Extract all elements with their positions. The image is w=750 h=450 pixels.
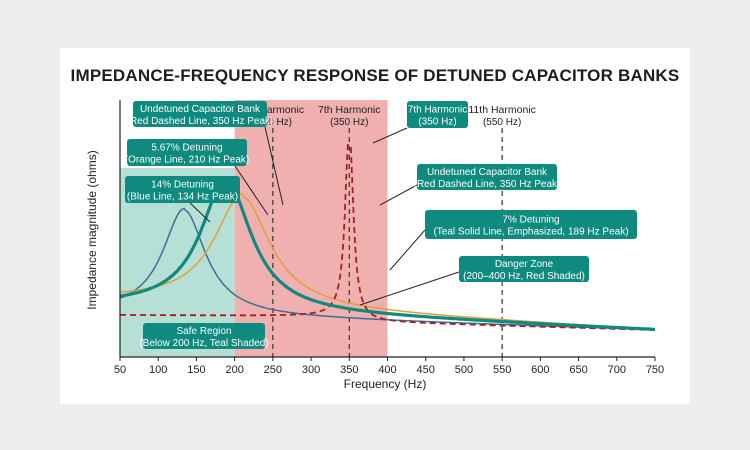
harmonic-sublabel-550: (550 Hz) xyxy=(483,117,521,128)
callout-text-safe-region-1: (Below 200 Hz, Teal Shaded) xyxy=(139,338,268,349)
callout-leader-detuning-14 xyxy=(189,202,211,223)
callout-leader-detuning-567 xyxy=(234,165,269,216)
callout-text-detuning-567-0: 5.67% Detuning xyxy=(151,143,222,154)
series-line-teal xyxy=(119,176,655,331)
callout-text-detuning-567-1: (Orange Line, 210 Hz Peak) xyxy=(125,155,250,166)
callout-text-undetuned-right-0: Undetuned Capacitor Bank xyxy=(427,167,548,178)
x-tick-label-300: 300 xyxy=(302,364,320,376)
callout-text-seventh-box-1: (350 Hz) xyxy=(418,117,456,128)
callout-box-detuning-567 xyxy=(127,139,247,166)
callout-box-detuning-7 xyxy=(425,210,637,239)
harmonic-sublabel-350: (350 Hz) xyxy=(330,117,368,128)
x-tick-label-750: 750 xyxy=(646,364,664,376)
callout-text-detuning-14-0: 14% Detuning xyxy=(151,180,214,191)
x-tick-label-400: 400 xyxy=(378,364,396,376)
x-tick-label-500: 500 xyxy=(455,364,473,376)
callout-leader-undetuned-top xyxy=(264,126,284,206)
x-tick-label-600: 600 xyxy=(531,364,549,376)
y-axis-label: Impedance magnitude (ohms) xyxy=(85,150,99,309)
callout-box-danger-zone xyxy=(459,256,589,282)
x-tick-label-550: 550 xyxy=(493,364,511,376)
x-tick-label-50: 50 xyxy=(114,364,126,376)
x-axis-label: Frequency (Hz) xyxy=(344,377,427,391)
x-tick-label-350: 350 xyxy=(340,364,358,376)
callout-box-undetuned-right xyxy=(417,164,557,190)
callout-box-seventh-box xyxy=(407,101,468,128)
callout-text-danger-zone-0: Danger Zone xyxy=(495,259,554,270)
callout-leader-undetuned-right xyxy=(379,184,418,206)
callout-text-detuning-14-1: (Blue Line, 134 Hz Peak) xyxy=(127,192,238,203)
callout-text-undetuned-top-0: Undetuned Capacitor Bank xyxy=(140,104,261,115)
callout-text-seventh-box-0: 7th Harmonic xyxy=(408,105,467,116)
callout-box-undetuned-top xyxy=(133,101,267,127)
x-tick-label-650: 650 xyxy=(569,364,587,376)
callout-text-safe-region-0: Safe Region xyxy=(176,326,231,337)
callout-text-detuning-7-0: 7% Detuning xyxy=(502,215,559,226)
x-tick-label-100: 100 xyxy=(149,364,167,376)
harmonic-label-350: 7th Harmonic xyxy=(318,104,380,116)
chart-title: IMPEDANCE-FREQUENCY RESPONSE OF DETUNED … xyxy=(70,66,680,85)
callout-text-danger-zone-1: (200–400 Hz, Red Shaded) xyxy=(463,271,585,282)
x-tick-label-450: 450 xyxy=(417,364,435,376)
callout-box-detuning-14 xyxy=(125,176,240,203)
harmonic-label-550: 11th Harmonic xyxy=(468,104,536,116)
harmonic-sublabel-250: (250 Hz) xyxy=(254,117,292,128)
callout-leader-detuning-7 xyxy=(389,229,426,271)
callout-text-undetuned-top-1: (Red Dashed Line, 350 Hz Peak) xyxy=(127,116,274,127)
callout-text-detuning-7-1: (Teal Solid Line, Emphasized, 189 Hz Pea… xyxy=(433,227,628,238)
callout-text-undetuned-right-1: (Red Dashed Line, 350 Hz Peak) xyxy=(414,179,561,190)
x-tick-label-150: 150 xyxy=(187,364,205,376)
callout-leader-seventh-box xyxy=(372,127,408,144)
x-tick-label-250: 250 xyxy=(264,364,282,376)
series-line-blue xyxy=(119,207,656,331)
callout-box-safe-region xyxy=(143,323,265,349)
x-tick-label-700: 700 xyxy=(608,364,626,376)
callout-leader-danger-zone xyxy=(359,271,460,306)
x-tick-label-200: 200 xyxy=(225,364,243,376)
